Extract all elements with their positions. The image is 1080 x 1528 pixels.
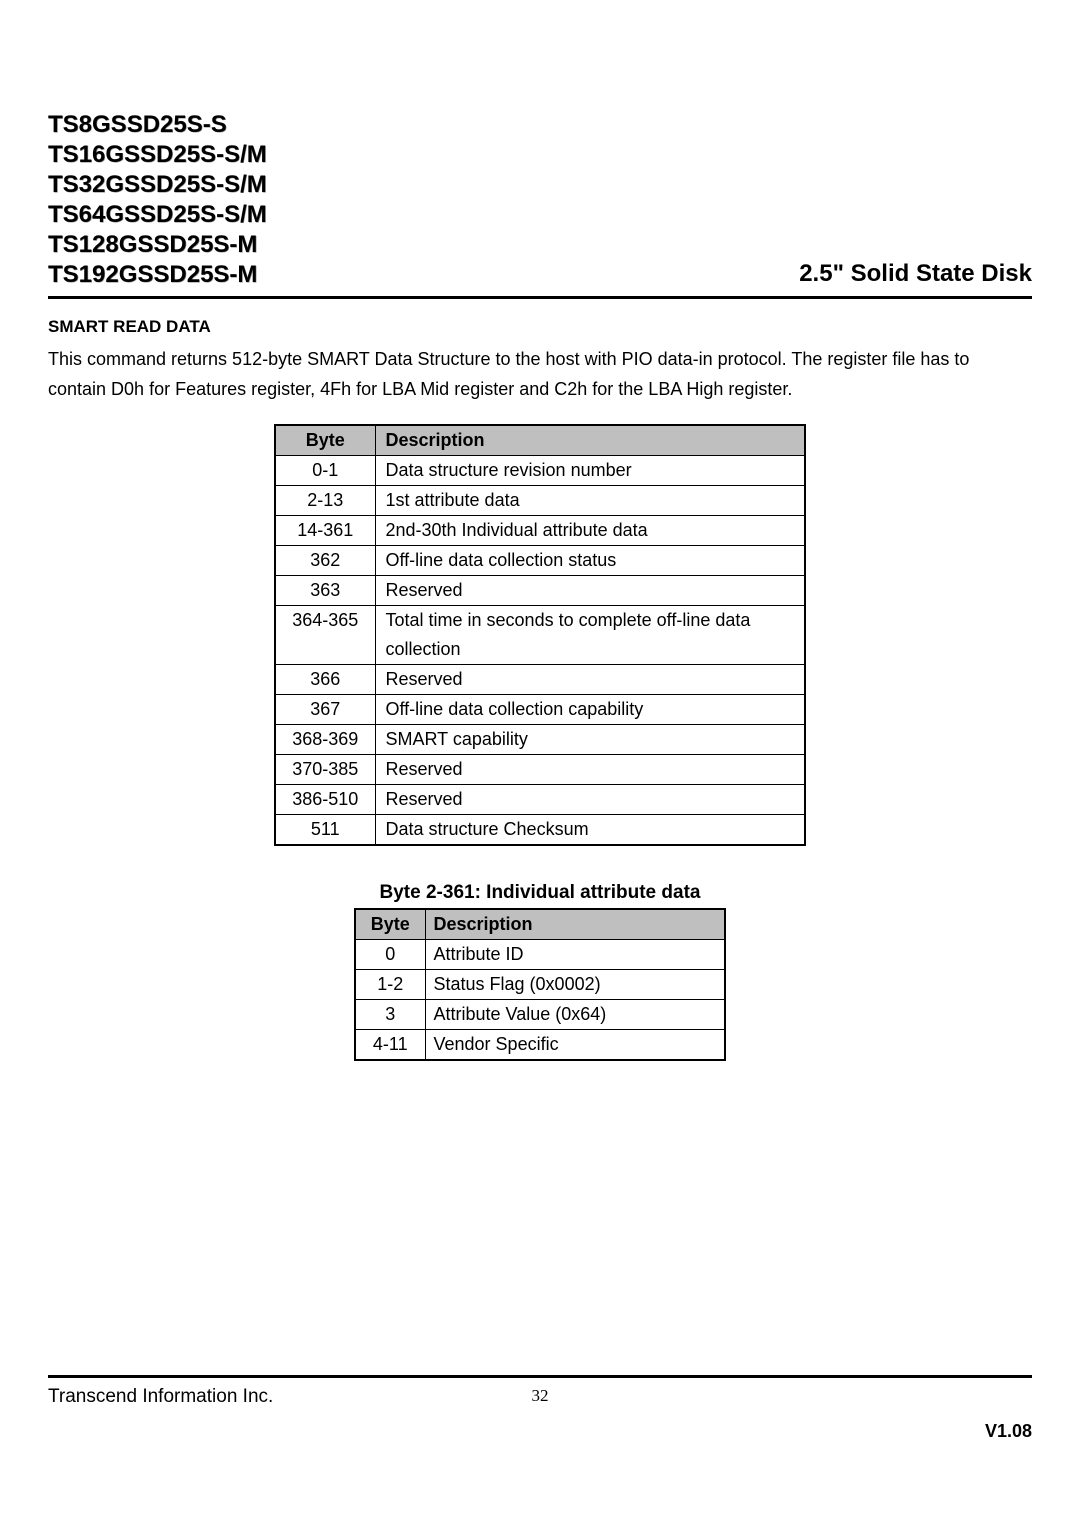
col-header-desc: Description	[425, 909, 725, 940]
table-row: 14-3612nd-30th Individual attribute data	[275, 516, 805, 546]
model-line: TS16GSSD25S-S/M	[48, 140, 267, 170]
table-row: 368-369SMART capability	[275, 725, 805, 755]
table-row: 363Reserved	[275, 576, 805, 606]
table-row: 3Attribute Value (0x64)	[355, 1000, 725, 1030]
table-row: 0-1Data structure revision number	[275, 456, 805, 486]
model-line: TS8GSSD25S-S	[48, 110, 267, 140]
table-row: 386-510Reserved	[275, 785, 805, 815]
table-header-row: Byte Description	[275, 425, 805, 456]
table-row: 0Attribute ID	[355, 940, 725, 970]
header: TS8GSSD25S-S TS16GSSD25S-S/M TS32GSSD25S…	[48, 110, 1032, 290]
table-row: collection	[275, 635, 805, 665]
col-header-byte: Byte	[275, 425, 375, 456]
attribute-data-table: Byte Description 0Attribute ID 1-2Status…	[354, 908, 726, 1061]
model-line: TS32GSSD25S-S/M	[48, 170, 267, 200]
table-row: 511Data structure Checksum	[275, 815, 805, 846]
table-row: 370-385Reserved	[275, 755, 805, 785]
col-header-byte: Byte	[355, 909, 425, 940]
model-list: TS8GSSD25S-S TS16GSSD25S-S/M TS32GSSD25S…	[48, 110, 267, 290]
col-header-desc: Description	[375, 425, 805, 456]
subtable-title: Byte 2-361: Individual attribute data	[354, 882, 726, 904]
smart-data-table: Byte Description 0-1Data structure revis…	[274, 424, 806, 846]
section-body: This command returns 512-byte SMART Data…	[48, 345, 1032, 404]
table-row: 362Off-line data collection status	[275, 546, 805, 576]
model-line: TS128GSSD25S-M	[48, 230, 267, 260]
footer-company: Transcend Information Inc.	[48, 1386, 273, 1408]
table-header-row: Byte Description	[355, 909, 725, 940]
header-rule	[48, 296, 1032, 299]
table-row: 4-11Vendor Specific	[355, 1030, 725, 1061]
table-row: 1-2Status Flag (0x0002)	[355, 970, 725, 1000]
footer-page: 32	[532, 1386, 549, 1406]
table-row: 364-365Total time in seconds to complete…	[275, 606, 805, 636]
table-row: 366Reserved	[275, 665, 805, 695]
table-row: 367Off-line data collection capability	[275, 695, 805, 725]
product-title: 2.5" Solid State Disk	[799, 260, 1032, 290]
table-row: 2-131st attribute data	[275, 486, 805, 516]
footer-rule	[48, 1375, 1032, 1378]
footer-version: V1.08	[985, 1421, 1032, 1442]
footer: Transcend Information Inc. 32	[48, 1375, 1032, 1408]
section-title: SMART READ DATA	[48, 317, 1032, 337]
model-line: TS64GSSD25S-S/M	[48, 200, 267, 230]
model-line: TS192GSSD25S-M	[48, 260, 267, 290]
